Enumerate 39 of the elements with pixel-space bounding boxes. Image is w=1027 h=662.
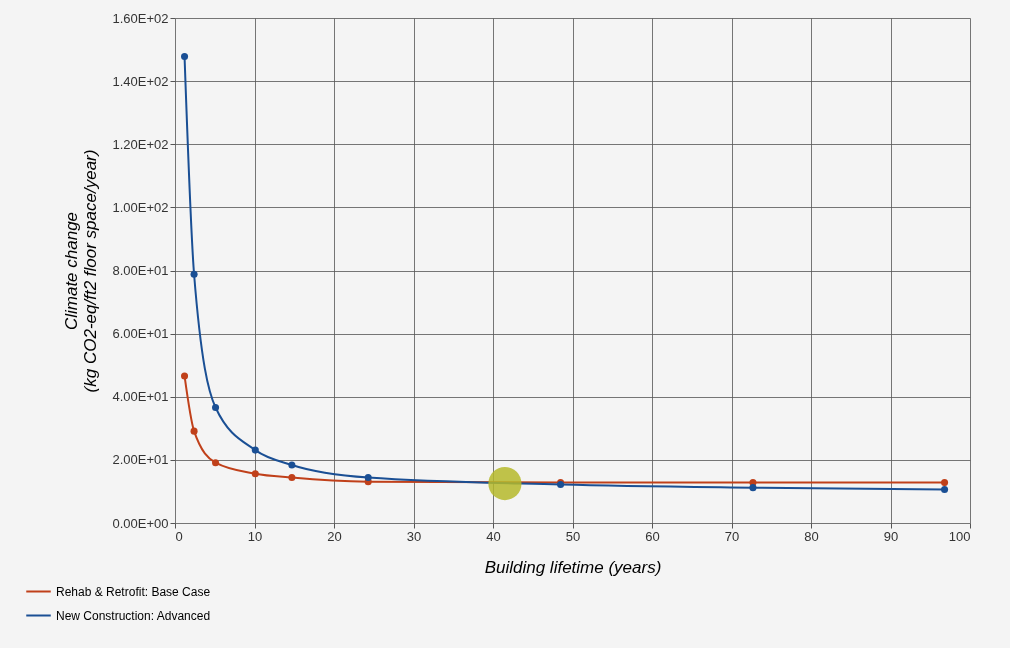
point [212, 459, 220, 467]
y-tick-label: 0.00E+00 [112, 515, 169, 531]
y-tick-label: 4.00E+01 [112, 389, 169, 405]
point [251, 446, 259, 454]
point [364, 474, 372, 482]
y-axis-title: Climate change (kg CO2-eq/ft2 floor space/year) [62, 149, 101, 393]
x-tick-label: 70 [724, 528, 740, 544]
y-tick-label: 6.00E+01 [112, 326, 169, 342]
x-tick-label: 100 [948, 528, 971, 544]
point [941, 479, 949, 487]
y-tick-label: 1.60E+02 [112, 10, 169, 26]
x-tick-label: 10 [247, 528, 263, 544]
legend-label: Rehab & Retrofit: Base Case [56, 584, 211, 599]
x-tick-label: 90 [883, 528, 899, 544]
legend-label: New Construction: Advanced [56, 608, 211, 623]
point [288, 474, 296, 482]
x-tick-label: 50 [565, 528, 581, 544]
x-tick-label: 40 [486, 528, 501, 544]
x-axis-title: Building lifetime (years) [484, 557, 662, 577]
x-tick-label: 20 [327, 528, 342, 544]
point [190, 427, 198, 435]
x-tick-label: 80 [804, 528, 819, 544]
x-tick-label: 30 [406, 528, 422, 544]
point [181, 52, 189, 61]
point [941, 486, 949, 494]
x-tick-label: 60 [645, 528, 660, 544]
point [181, 372, 189, 380]
point [749, 484, 757, 492]
point [212, 403, 220, 412]
point [190, 270, 198, 278]
y-tick-label: 1.40E+02 [112, 73, 169, 89]
point [251, 470, 259, 478]
y-tick-label: 8.00E+01 [112, 263, 169, 278]
point [288, 461, 296, 469]
y-tick-label: 2.00E+01 [112, 452, 169, 468]
x-tick-label: 0 [175, 528, 183, 544]
y-tick-label: 1.00E+02 [112, 199, 169, 215]
y-tick-label: 1.20E+02 [112, 136, 169, 152]
point [488, 467, 522, 501]
